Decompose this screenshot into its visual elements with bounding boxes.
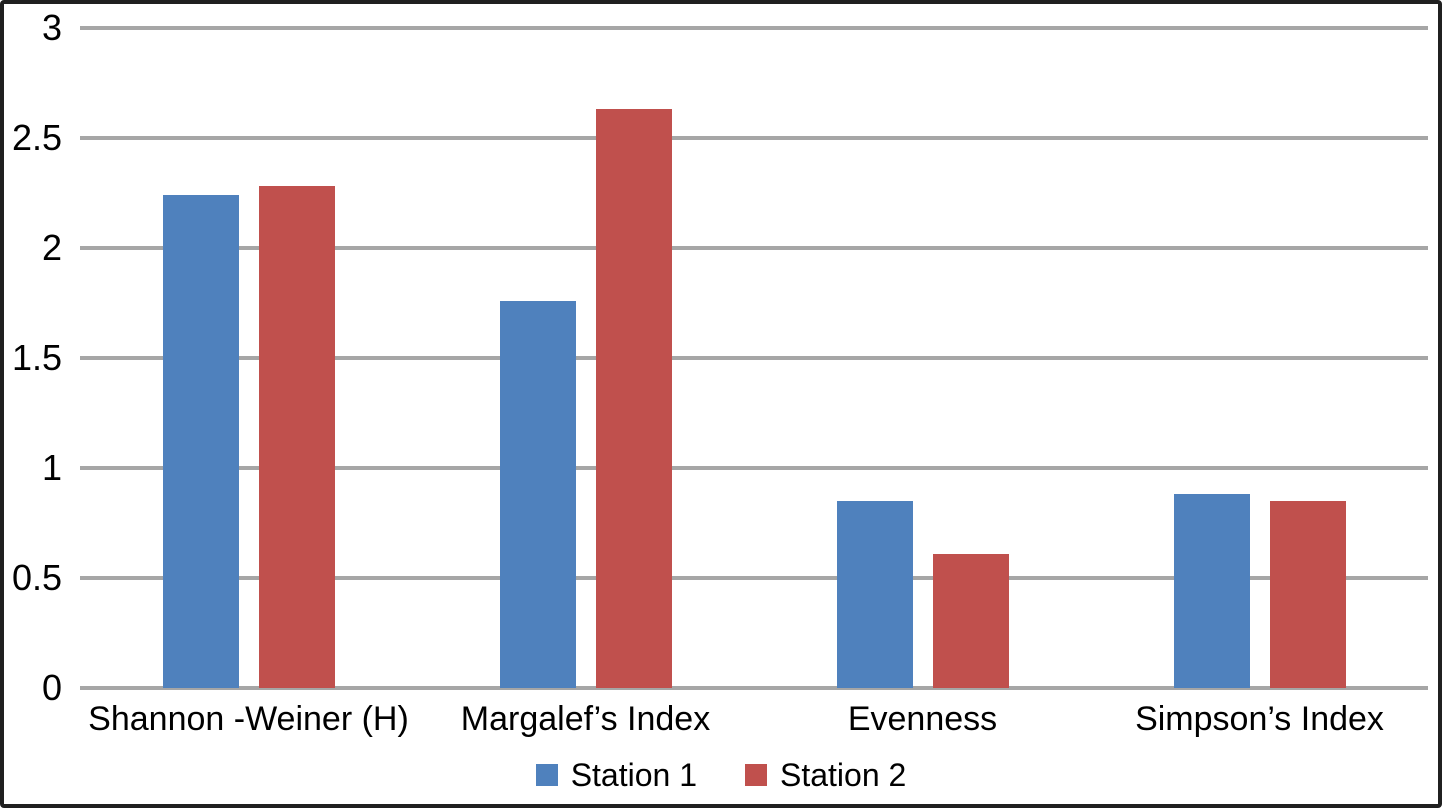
bar [595, 109, 672, 688]
bar [932, 553, 1009, 688]
y-tick-label: 2 [41, 227, 62, 268]
bar-group [417, 28, 754, 688]
bar [1173, 494, 1250, 688]
bars-layer [80, 28, 1428, 688]
bar-group [754, 28, 1091, 688]
gridline [80, 136, 1428, 140]
legend: Station 1 Station 2 [4, 758, 1438, 792]
legend-item: Station 2 [745, 758, 906, 792]
gridline [80, 246, 1428, 250]
x-category-label: Shannon -Weiner (H) [88, 700, 409, 738]
bar [1269, 501, 1346, 688]
legend-swatch-station-1 [535, 764, 558, 786]
bar [258, 186, 335, 688]
y-tick-label: 2.5 [11, 117, 62, 158]
bar-group [1091, 28, 1428, 688]
bar [836, 501, 913, 688]
gridline [80, 466, 1428, 470]
gridline [80, 26, 1428, 30]
y-tick-label: 3 [41, 7, 62, 48]
gridline [80, 686, 1428, 690]
x-category-label: Margalef’s Index [460, 700, 711, 738]
gridline [80, 576, 1428, 580]
y-tick-label: 0.5 [11, 557, 62, 598]
bar [162, 195, 239, 688]
legend-label: Station 2 [780, 757, 907, 793]
bar-group [80, 28, 417, 688]
y-tick-label: 1.5 [11, 337, 62, 378]
gridline [80, 356, 1428, 360]
bar [499, 300, 576, 688]
legend-label: Station 1 [570, 757, 697, 793]
x-category-label: Simpson’s Index [1135, 700, 1384, 738]
x-axis-category-labels: Shannon -Weiner (H) Margalef’s Index Evenn… [80, 698, 1428, 740]
legend-item: Station 1 [535, 757, 697, 793]
legend-swatch-station-2 [745, 764, 767, 786]
y-tick-label: 0 [41, 667, 62, 708]
x-category-label: Evenness [847, 700, 998, 738]
y-tick-label: 1 [41, 447, 62, 488]
plot-area: 0 0.5 1 1.5 2 2.5 3 [12, 7, 1428, 708]
